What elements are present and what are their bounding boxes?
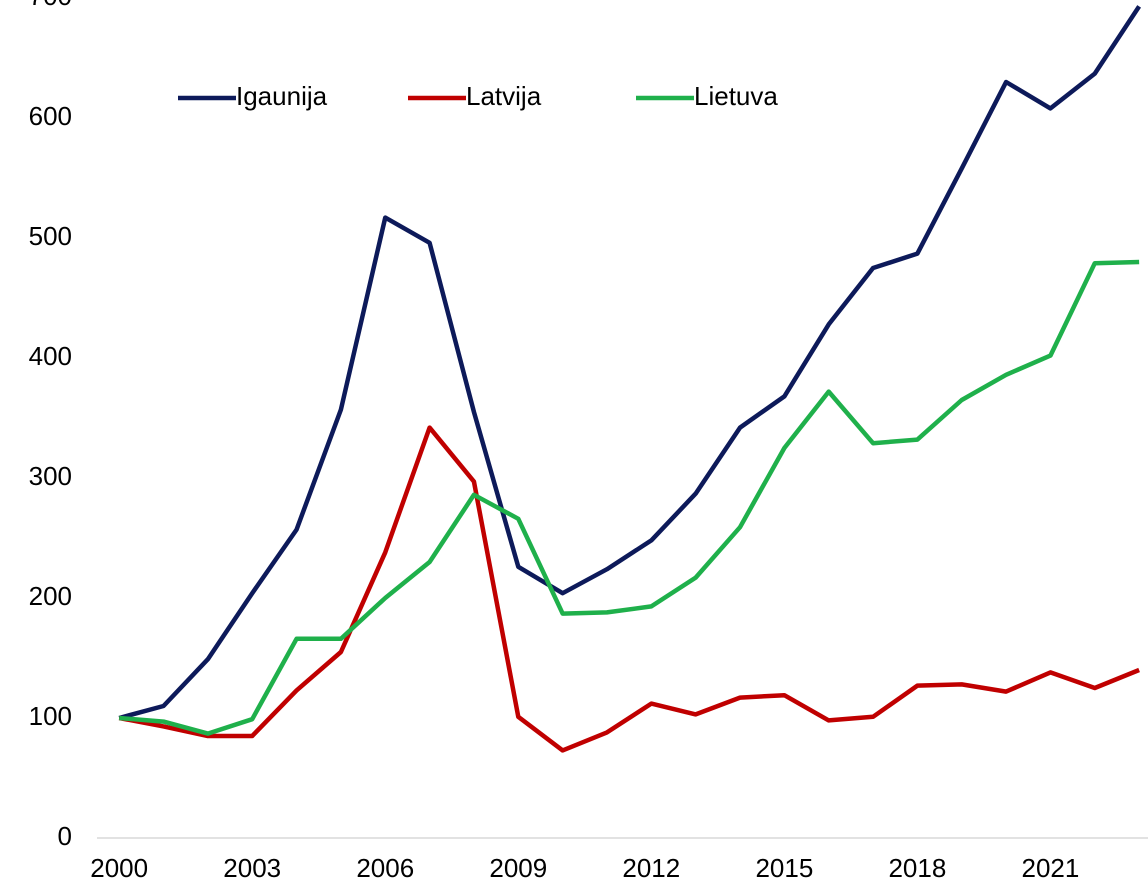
y-tick-label: 400 <box>29 341 72 371</box>
y-tick-label: 700 <box>29 0 72 11</box>
y-tick-label: 600 <box>29 101 72 131</box>
legend-label: Latvija <box>466 81 542 111</box>
x-tick-label: 2015 <box>755 853 813 883</box>
x-tick-label: 2012 <box>622 853 680 883</box>
legend-label: Igaunija <box>236 81 328 111</box>
y-tick-label: 0 <box>58 821 72 851</box>
y-tick-label: 100 <box>29 701 72 731</box>
x-tick-label: 2000 <box>90 853 148 883</box>
line-series <box>118 5 1142 721</box>
y-tick-label: 500 <box>29 221 72 251</box>
x-tick-label: 2003 <box>223 853 281 883</box>
line-series <box>118 425 1140 753</box>
legend-label: Lietuva <box>694 81 778 111</box>
x-tick-label: 2018 <box>888 853 946 883</box>
y-tick-label: 200 <box>29 581 72 611</box>
x-tick-label: 2009 <box>489 853 547 883</box>
y-tick-label: 300 <box>29 461 72 491</box>
x-tick-label: 2006 <box>356 853 414 883</box>
x-tick-label: 2021 <box>1022 853 1080 883</box>
line-series <box>118 259 1140 736</box>
